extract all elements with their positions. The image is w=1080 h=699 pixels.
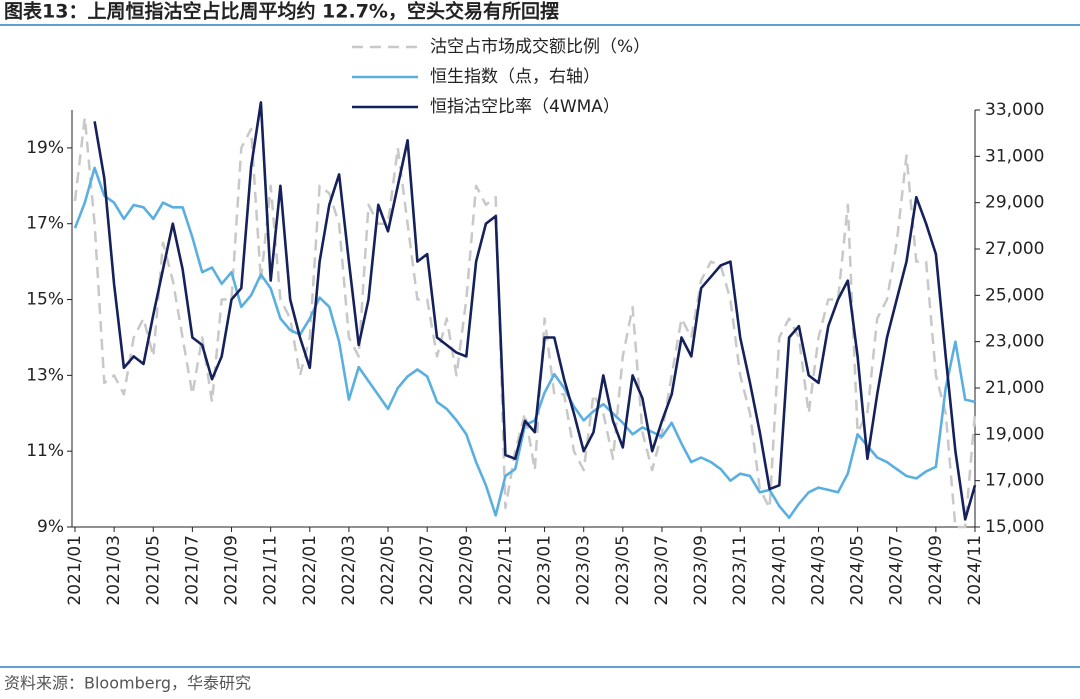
y2-tick-label: 29,000	[985, 193, 1044, 213]
y2-tick-label: 23,000	[985, 332, 1044, 352]
y-tick-label: 11%	[26, 441, 64, 461]
x-tick-label: 2024/03	[808, 535, 828, 606]
x-tick-label: 2024/05	[848, 535, 868, 606]
x-tick-label: 2023/01	[535, 535, 555, 606]
legend-label: 沽空占市场成交额比例（%）	[430, 37, 650, 57]
x-tick-label: 2022/05	[378, 535, 398, 606]
x-tick-label: 2023/09	[691, 535, 711, 606]
x-tick-label: 2023/11	[730, 535, 750, 606]
x-tick-label: 2023/03	[574, 535, 594, 606]
series-line	[73, 116, 977, 529]
y-tick-label: 19%	[26, 138, 64, 158]
y-tick-label: 17%	[26, 214, 64, 234]
x-tick-label: 2022/11	[495, 535, 515, 606]
x-tick-label: 2021/01	[65, 535, 85, 606]
y-tick-label: 15%	[26, 290, 64, 310]
source: 资料来源：Bloomberg，华泰研究	[4, 674, 251, 693]
x-tick-label: 2022/01	[300, 535, 320, 606]
x-tick-label: 2021/09	[222, 535, 242, 606]
x-tick-label: 2022/07	[417, 535, 437, 606]
y2-tick-label: 25,000	[985, 285, 1044, 305]
x-tick-label: 2022/09	[456, 535, 476, 606]
series-line	[73, 166, 976, 519]
series-line	[93, 101, 977, 521]
y2-tick-label: 19,000	[985, 424, 1044, 444]
y2-tick-label: 17,000	[985, 471, 1044, 491]
legend-label: 恒指沽空比率（4WMA）	[430, 97, 620, 117]
x-tick-label: 2024/07	[887, 535, 907, 606]
x-tick-label: 2021/07	[182, 535, 202, 606]
x-tick-label: 2022/03	[339, 535, 359, 606]
y2-tick-label: 21,000	[985, 378, 1044, 398]
legend-label: 恒生指数（点，右轴）	[430, 67, 600, 87]
x-tick-label: 2023/07	[652, 535, 672, 606]
y-tick-label: 13%	[26, 365, 64, 385]
chart-title: 图表13：上周恒指沽空占比周平均约 12.7%，空头交易有所回摆	[4, 0, 559, 23]
y2-tick-label: 31,000	[985, 146, 1044, 166]
x-tick-label: 2024/09	[926, 535, 946, 606]
x-tick-label: 2024/01	[769, 535, 789, 606]
x-tick-label: 2024/11	[965, 535, 985, 606]
y2-tick-label: 33,000	[985, 100, 1044, 120]
x-tick-label: 2021/05	[143, 535, 163, 606]
y2-tick-label: 15,000	[985, 517, 1044, 537]
x-tick-label: 2021/11	[261, 535, 281, 606]
y-tick-label: 9%	[37, 517, 64, 537]
x-tick-label: 2023/05	[613, 535, 633, 606]
y2-tick-label: 27,000	[985, 239, 1044, 259]
x-tick-label: 2021/03	[104, 535, 124, 606]
